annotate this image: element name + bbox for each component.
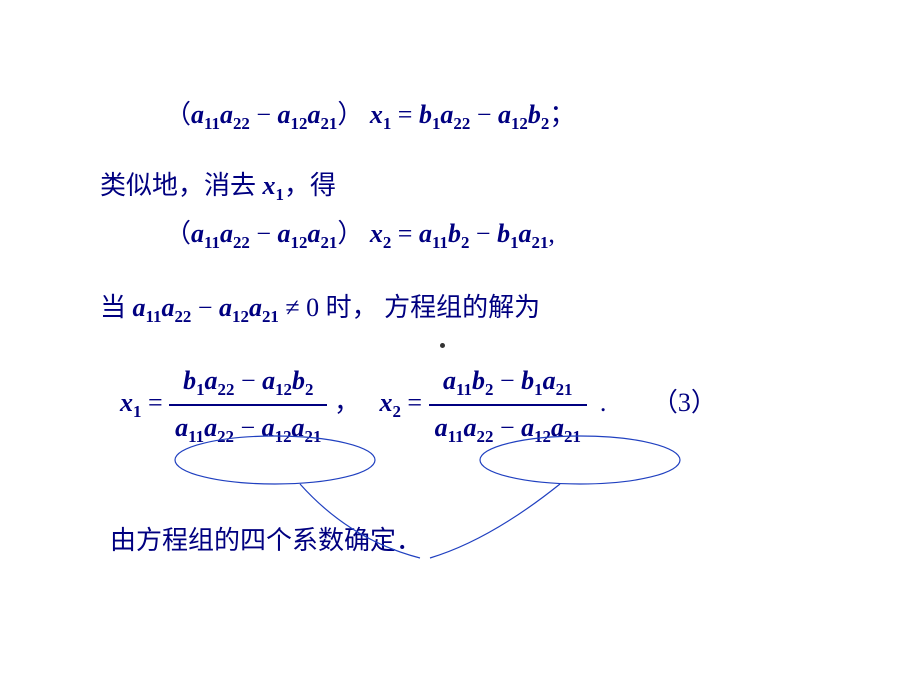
equation-1: （a11a22 − a12a21） x1 = b1a22 − a12b2； (165, 95, 860, 137)
marker-dot (440, 343, 445, 348)
x1-den: a11a22 − a12a21 (169, 406, 327, 450)
prose2-post: 时， 方程组的解为 (326, 293, 541, 322)
prose-3: 由方程组的四个系数确定． (110, 520, 860, 562)
prose-2: 当 a11a22 − a12a21 ≠ 0 时， 方程组的解为 (100, 287, 860, 330)
x1-fraction: b1a22 − a12b2 a11a22 − a12a21 (169, 361, 327, 450)
prose2-pre: 当 (100, 293, 126, 322)
prose-1: 类似地，消去 x1，得 (100, 165, 860, 208)
eq1-terminator: ； (549, 100, 575, 129)
solution-row: x1 = b1a22 − a12b2 a11a22 − a12a21 ， x2 … (120, 361, 860, 450)
equation-2: （a11a22 − a12a21） x2 = a11b2 − b1a21, (165, 214, 860, 256)
sol-sep: ， (334, 388, 360, 417)
eq-tag: （3） (652, 388, 717, 417)
x2-fraction: a11b2 − b1a21 a11a22 − a12a21 (429, 361, 587, 450)
slide-content: （a11a22 − a12a21） x1 = b1a22 − a12b2； 类似… (100, 95, 860, 561)
x2-den: a11a22 − a12a21 (429, 406, 587, 450)
